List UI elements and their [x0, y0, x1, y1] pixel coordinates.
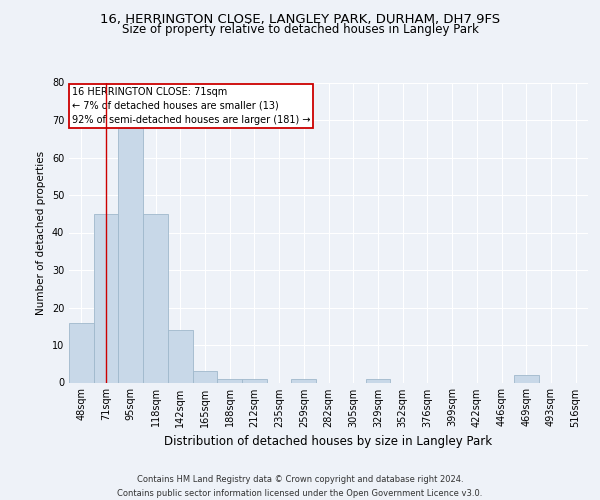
Bar	[94, 214, 118, 382]
Bar	[193, 371, 217, 382]
X-axis label: Distribution of detached houses by size in Langley Park: Distribution of detached houses by size …	[164, 435, 493, 448]
Y-axis label: Number of detached properties: Number of detached properties	[36, 150, 46, 314]
Bar	[118, 128, 143, 382]
Bar	[292, 379, 316, 382]
Bar	[217, 379, 242, 382]
Bar	[242, 379, 267, 382]
Text: Size of property relative to detached houses in Langley Park: Size of property relative to detached ho…	[122, 22, 478, 36]
Bar	[514, 375, 539, 382]
Text: Contains HM Land Registry data © Crown copyright and database right 2024.
Contai: Contains HM Land Registry data © Crown c…	[118, 476, 482, 498]
Bar	[143, 214, 168, 382]
Text: 16 HERRINGTON CLOSE: 71sqm
← 7% of detached houses are smaller (13)
92% of semi-: 16 HERRINGTON CLOSE: 71sqm ← 7% of detac…	[71, 87, 310, 125]
Bar	[365, 379, 390, 382]
Text: 16, HERRINGTON CLOSE, LANGLEY PARK, DURHAM, DH7 9FS: 16, HERRINGTON CLOSE, LANGLEY PARK, DURH…	[100, 12, 500, 26]
Bar	[168, 330, 193, 382]
Bar	[69, 322, 94, 382]
